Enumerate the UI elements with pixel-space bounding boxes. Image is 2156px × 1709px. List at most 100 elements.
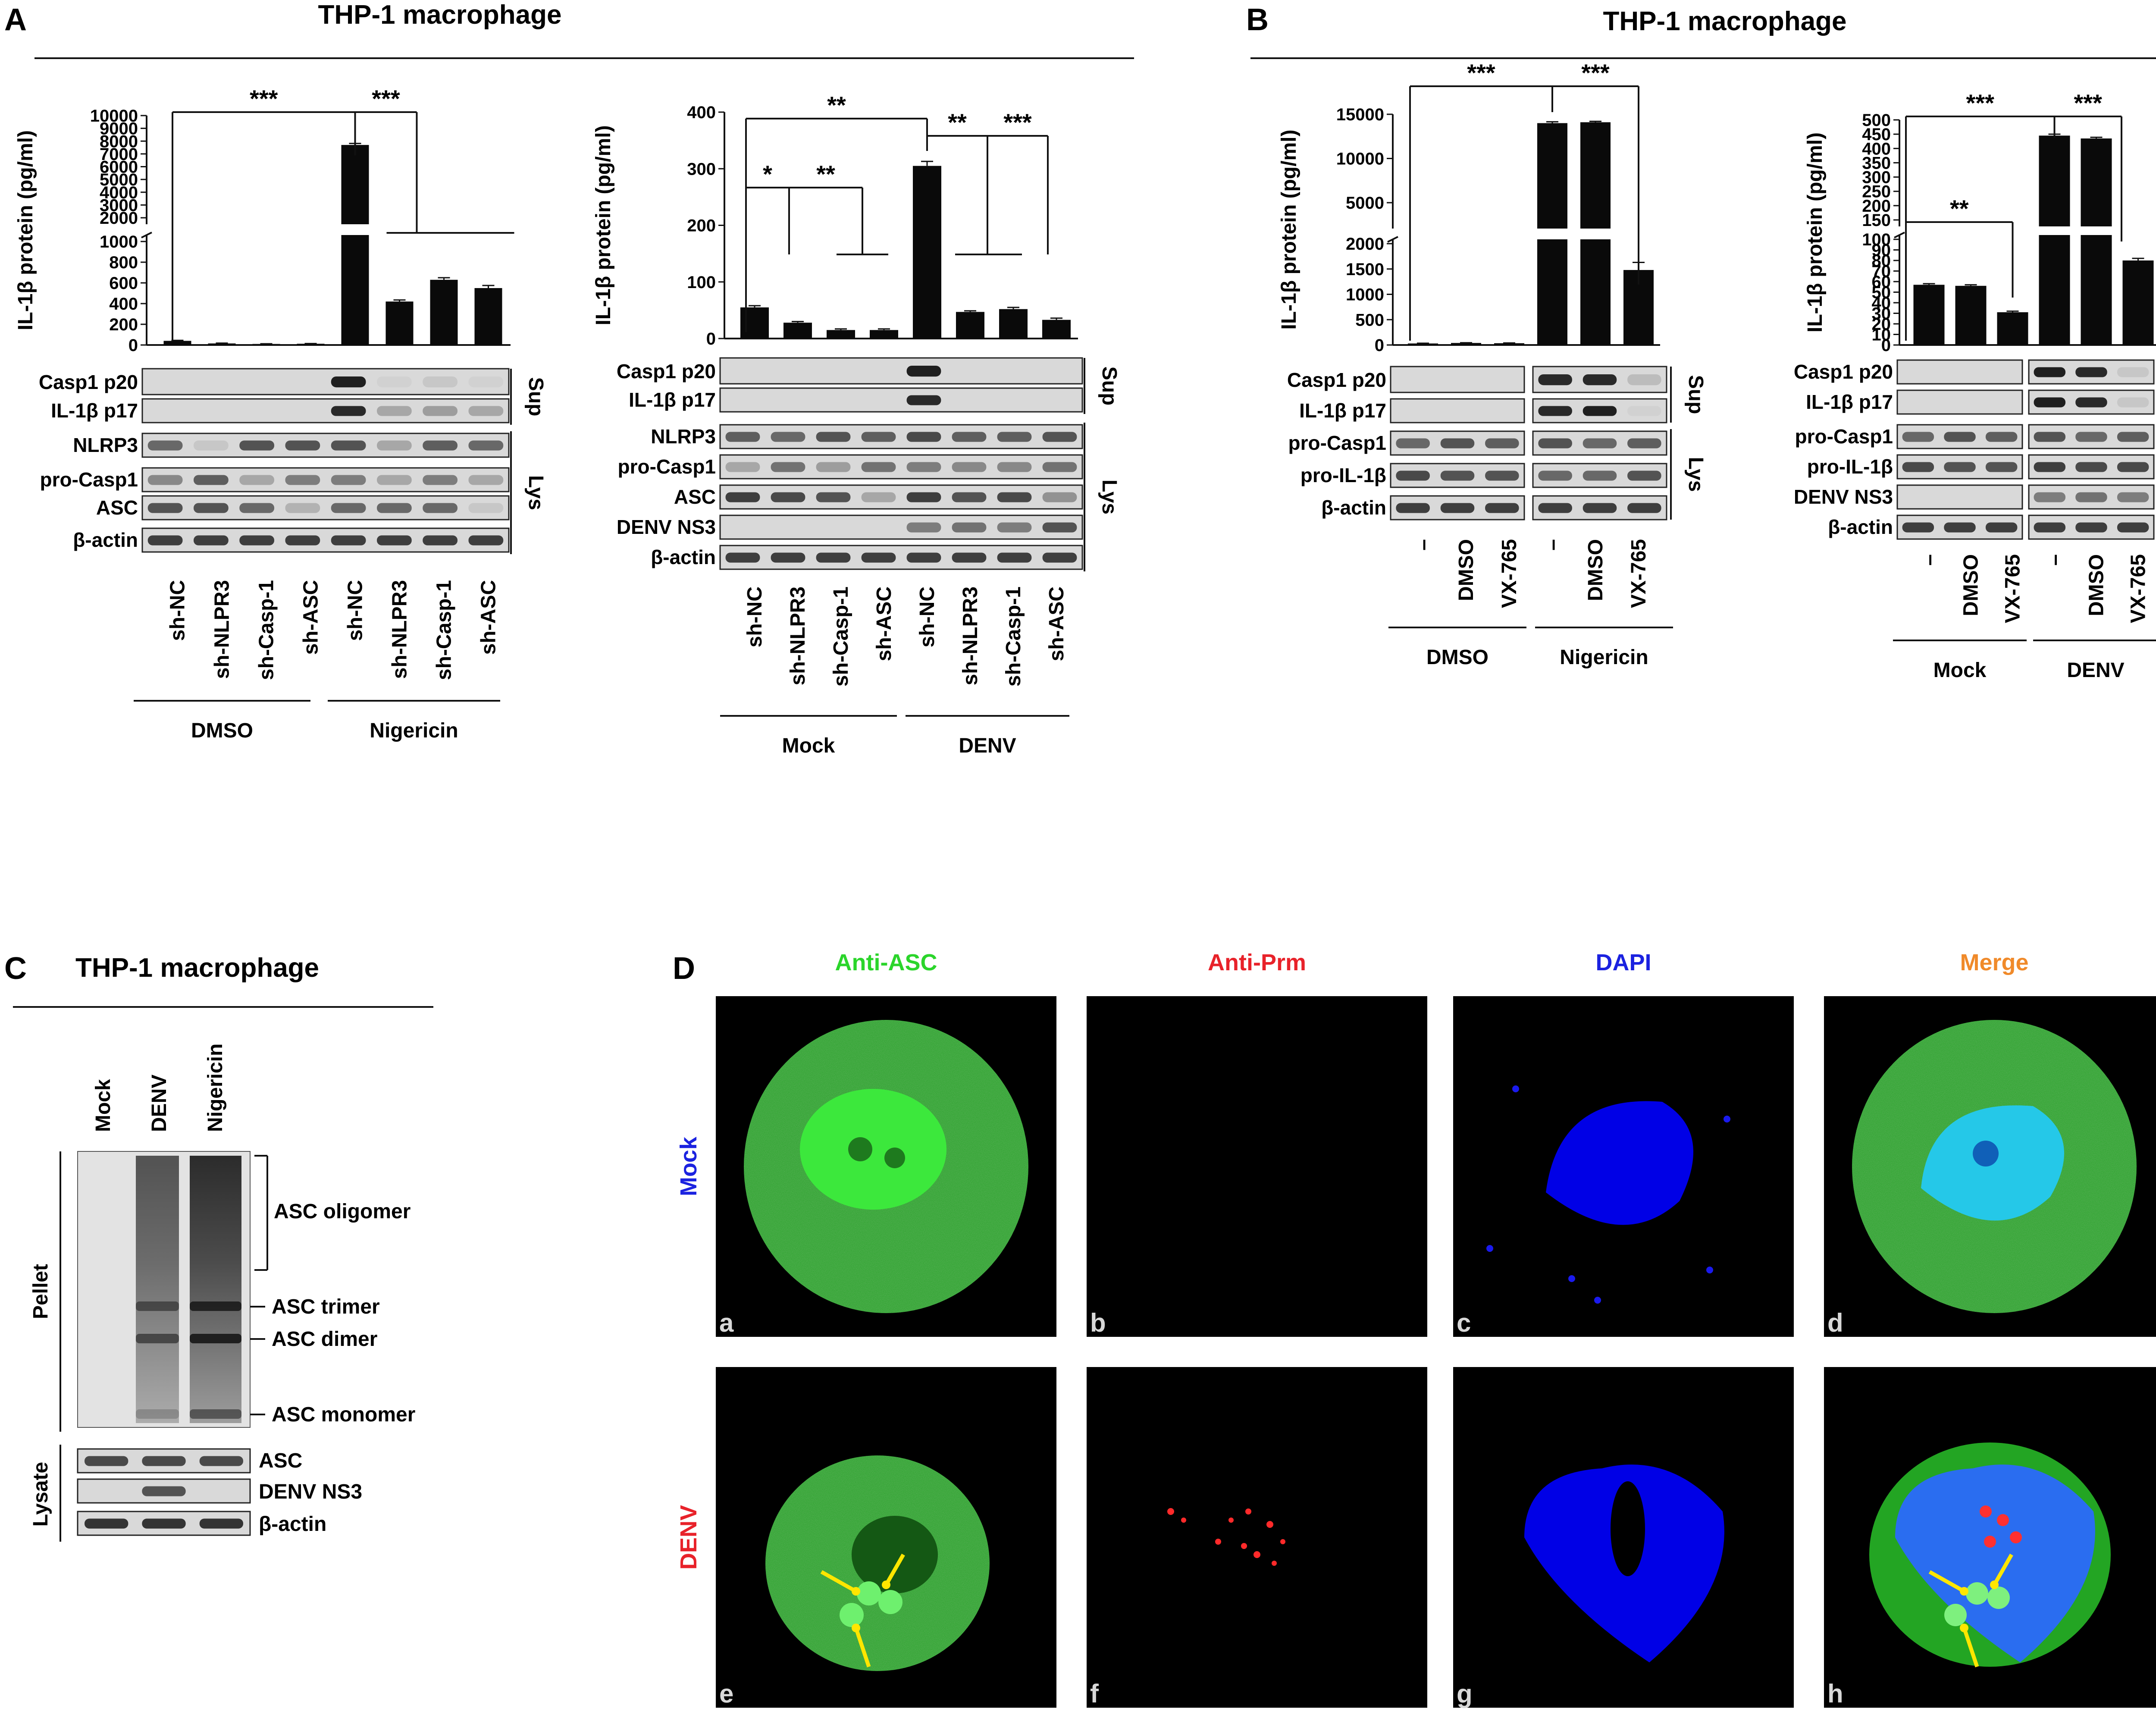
- y-tick-label: 80: [1872, 251, 1891, 270]
- band: [136, 1409, 179, 1419]
- x-tick-label: VX-765: [2002, 554, 2024, 623]
- x-tick-label: sh-NLPR3: [959, 586, 982, 685]
- blot-label: IL-1β p17: [1806, 391, 1893, 413]
- y-tick-label: 6000: [100, 158, 138, 177]
- blot-band: [861, 492, 896, 502]
- blot-band: [147, 475, 183, 485]
- tile-letter: b: [1090, 1308, 1106, 1337]
- blot-band: [199, 1456, 243, 1466]
- blot-band: [952, 462, 987, 472]
- prm-signal: [1266, 1521, 1273, 1528]
- nuclear-cleft: [1611, 1481, 1645, 1576]
- y-tick-label: 250: [1862, 182, 1891, 201]
- blot-band: [194, 503, 229, 513]
- panel-b-title: THP-1 macrophage: [1603, 6, 1846, 36]
- group-label: DMSO: [191, 719, 253, 742]
- nucleus-asc: [800, 1089, 946, 1210]
- lane-label: DENV: [148, 1075, 171, 1132]
- arrow: [1993, 1553, 2013, 1586]
- x-tick-label: DMSO: [1584, 539, 1607, 601]
- y-tick-label: 200: [1862, 197, 1891, 216]
- blot-band: [423, 503, 458, 513]
- y-tick-label: 1000: [100, 232, 138, 251]
- blot-strip: [141, 368, 510, 395]
- blot-band: [997, 522, 1032, 533]
- blot-band: [906, 462, 941, 472]
- side-label: Sup: [1098, 367, 1121, 406]
- x-tick-label: sh-NC: [344, 580, 367, 641]
- group-label: Nigericin: [1560, 646, 1648, 669]
- blot-band: [771, 552, 805, 563]
- panel-letter-c: C: [4, 951, 27, 986]
- significance-marker: ***: [1966, 89, 1995, 116]
- arrow: [1928, 1570, 1965, 1593]
- y-tick-label: 5000: [1346, 194, 1384, 213]
- y-tick-label: 0: [1375, 336, 1384, 355]
- blot-band: [1042, 462, 1077, 472]
- blot-band: [2117, 367, 2149, 377]
- nucleus-dark: [852, 1516, 938, 1593]
- bar: [2122, 260, 2154, 345]
- panel-a-title: THP-1 macrophage: [318, 0, 561, 30]
- blot-band: [2075, 432, 2107, 442]
- nucleus-merge: [1895, 1464, 2095, 1662]
- tile-letter: g: [1457, 1679, 1473, 1708]
- dapi-speck: [1706, 1267, 1713, 1273]
- blot-label: Casp1 p20: [617, 360, 716, 383]
- group-label: DENV: [2067, 659, 2124, 682]
- blot-band: [331, 376, 366, 388]
- y-tick-label: 0: [1881, 336, 1891, 355]
- panel-c-title: THP-1 macrophage: [75, 953, 319, 983]
- blot-band: [1902, 432, 1934, 442]
- blot-label: pro-Casp1: [40, 468, 138, 491]
- bar: [870, 330, 898, 339]
- column-label: Anti-ASC: [835, 950, 937, 975]
- blot-strip: [1390, 366, 1525, 393]
- blot-band: [331, 503, 366, 513]
- blot-band: [1538, 470, 1572, 481]
- blot-band: [1485, 438, 1519, 448]
- y-tick-label: 90: [1872, 241, 1891, 260]
- column-label: Anti-Prm: [1208, 950, 1306, 975]
- bar: [341, 145, 369, 345]
- prm-signal: [1984, 1536, 1996, 1548]
- asc-speck: [840, 1603, 864, 1627]
- x-tick-label: DMSO: [1455, 539, 1478, 601]
- blot-band: [239, 503, 274, 513]
- blot-band: [285, 535, 320, 546]
- prm-signal: [1280, 1539, 1285, 1544]
- x-tick-label: –: [1918, 554, 1941, 566]
- y-tick-label: 300: [687, 160, 716, 179]
- blot-band: [906, 522, 941, 533]
- prm-signal: [2010, 1531, 2022, 1543]
- blot-band: [1042, 492, 1077, 502]
- blot-band: [2075, 462, 2107, 472]
- y-tick-label: 200: [109, 315, 138, 334]
- chart-b-right: 0102030405060708090100150200250300350400…: [1794, 89, 2156, 682]
- blot-band: [468, 535, 504, 546]
- blot-band: [861, 432, 896, 442]
- group-label: DENV: [959, 734, 1016, 757]
- x-tick-label: sh-ASC: [873, 586, 896, 661]
- significance-marker: ***: [372, 85, 400, 112]
- prm-signal: [1997, 1514, 2009, 1526]
- arrow-head: [1960, 1587, 1968, 1596]
- bar: [2081, 138, 2112, 345]
- blot-band: [85, 1518, 128, 1529]
- blot-band: [997, 432, 1032, 442]
- blot-label: pro-Casp1: [618, 455, 716, 478]
- significance-marker: ***: [250, 85, 278, 112]
- blot-band: [377, 376, 412, 388]
- lysate-label: β-actin: [259, 1513, 326, 1536]
- tile-bg: [1087, 996, 1427, 1337]
- blot-band: [239, 535, 274, 546]
- blot-band: [1485, 503, 1519, 513]
- blot-label: IL-1β p17: [629, 389, 716, 411]
- blot-band: [2034, 432, 2066, 442]
- arrow: [820, 1570, 857, 1593]
- blot-band: [377, 535, 412, 546]
- pellet-label: ASC oligomer: [274, 1200, 411, 1223]
- blot-strip: [1896, 484, 2023, 510]
- y-tick-label: 50: [1872, 283, 1891, 302]
- bar: [1451, 343, 1481, 345]
